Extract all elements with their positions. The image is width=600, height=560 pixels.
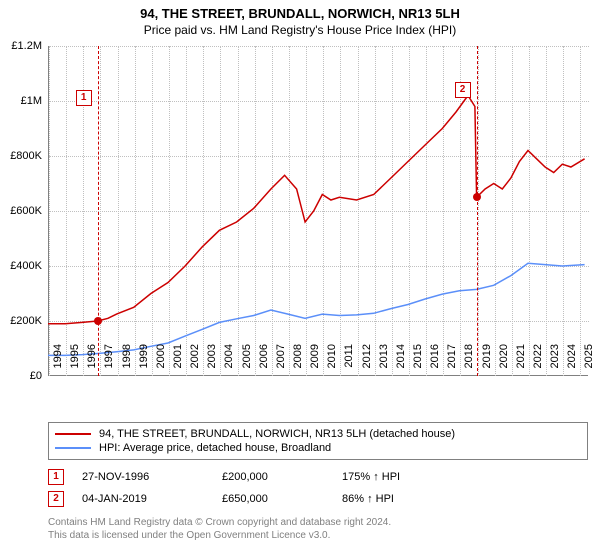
x-axis-label: 2021	[515, 344, 527, 380]
x-axis-label: 2001	[172, 344, 184, 380]
x-axis-label: 2000	[155, 344, 167, 380]
event-marker-box: 1	[76, 90, 92, 106]
event-row: 2 04-JAN-2019£650,00086% ↑ HPI	[48, 488, 588, 510]
y-axis-label: £400K	[0, 260, 42, 272]
chart-series-svg	[48, 46, 588, 376]
x-axis-label: 1997	[103, 344, 115, 380]
event-date: 04-JAN-2019	[82, 493, 222, 505]
footer-attribution: Contains HM Land Registry data © Crown c…	[48, 516, 588, 542]
x-axis-label: 2005	[241, 344, 253, 380]
x-axis-label: 1994	[52, 344, 64, 380]
x-axis-label: 2015	[412, 344, 424, 380]
event-marker-box: 2	[455, 82, 471, 98]
legend-label: HPI: Average price, detached house, Broa…	[99, 442, 331, 454]
x-axis-label: 2012	[361, 344, 373, 380]
x-axis-label: 2023	[549, 344, 561, 380]
x-axis-label: 1995	[69, 344, 81, 380]
legend-row: 94, THE STREET, BRUNDALL, NORWICH, NR13 …	[55, 427, 581, 441]
event-dashline	[477, 46, 478, 376]
chart-plot-area: £0£200K£400K£600K£800K£1M£1.2M1994199519…	[48, 46, 588, 376]
x-axis-label: 2014	[395, 344, 407, 380]
y-axis-label: £200K	[0, 315, 42, 327]
event-number-box: 1	[48, 469, 64, 485]
x-axis-label: 2008	[292, 344, 304, 380]
footer-line-1: Contains HM Land Registry data © Crown c…	[48, 516, 588, 529]
x-axis-label: 2018	[463, 344, 475, 380]
chart-subtitle: Price paid vs. HM Land Registry's House …	[0, 21, 600, 41]
series-line-price_paid	[48, 96, 585, 324]
chart-legend: 94, THE STREET, BRUNDALL, NORWICH, NR13 …	[48, 422, 588, 460]
event-price: £650,000	[222, 493, 342, 505]
x-axis-label: 1998	[121, 344, 133, 380]
footer-line-2: This data is licensed under the Open Gov…	[48, 529, 588, 542]
x-axis-label: 2025	[583, 344, 595, 380]
x-axis-label: 1999	[138, 344, 150, 380]
event-date: 27-NOV-1996	[82, 471, 222, 483]
x-axis-label: 2022	[532, 344, 544, 380]
x-axis-label: 2011	[343, 344, 355, 380]
y-axis-label: £600K	[0, 205, 42, 217]
event-dashline	[98, 46, 99, 376]
legend-row: HPI: Average price, detached house, Broa…	[55, 441, 581, 455]
x-axis-label: 2016	[429, 344, 441, 380]
event-dot	[473, 193, 481, 201]
event-row: 1 27-NOV-1996£200,000175% ↑ HPI	[48, 466, 588, 488]
x-axis-label: 2020	[498, 344, 510, 380]
y-axis-label: £0	[0, 370, 42, 382]
x-axis-label: 2003	[206, 344, 218, 380]
legend-label: 94, THE STREET, BRUNDALL, NORWICH, NR13 …	[99, 428, 455, 440]
x-axis-label: 2009	[309, 344, 321, 380]
x-axis-label: 1996	[86, 344, 98, 380]
x-axis-label: 2019	[481, 344, 493, 380]
y-axis-label: £1.2M	[0, 40, 42, 52]
x-axis-label: 2017	[446, 344, 458, 380]
y-axis-label: £800K	[0, 150, 42, 162]
x-axis-label: 2004	[223, 344, 235, 380]
event-hpi: 175% ↑ HPI	[342, 471, 462, 483]
event-table: 1 27-NOV-1996£200,000175% ↑ HPI 2 04-JAN-20…	[48, 466, 588, 510]
x-axis-label: 2013	[378, 344, 390, 380]
x-axis-label: 2006	[258, 344, 270, 380]
chart-title: 94, THE STREET, BRUNDALL, NORWICH, NR13 …	[0, 0, 600, 21]
legend-swatch	[55, 447, 91, 449]
event-price: £200,000	[222, 471, 342, 483]
event-hpi: 86% ↑ HPI	[342, 493, 462, 505]
x-axis-label: 2010	[326, 344, 338, 380]
legend-swatch	[55, 433, 91, 435]
x-axis-label: 2002	[189, 344, 201, 380]
x-axis-label: 2024	[566, 344, 578, 380]
y-axis-label: £1M	[0, 95, 42, 107]
event-dot	[94, 317, 102, 325]
event-number-box: 2	[48, 491, 64, 507]
x-axis-label: 2007	[275, 344, 287, 380]
